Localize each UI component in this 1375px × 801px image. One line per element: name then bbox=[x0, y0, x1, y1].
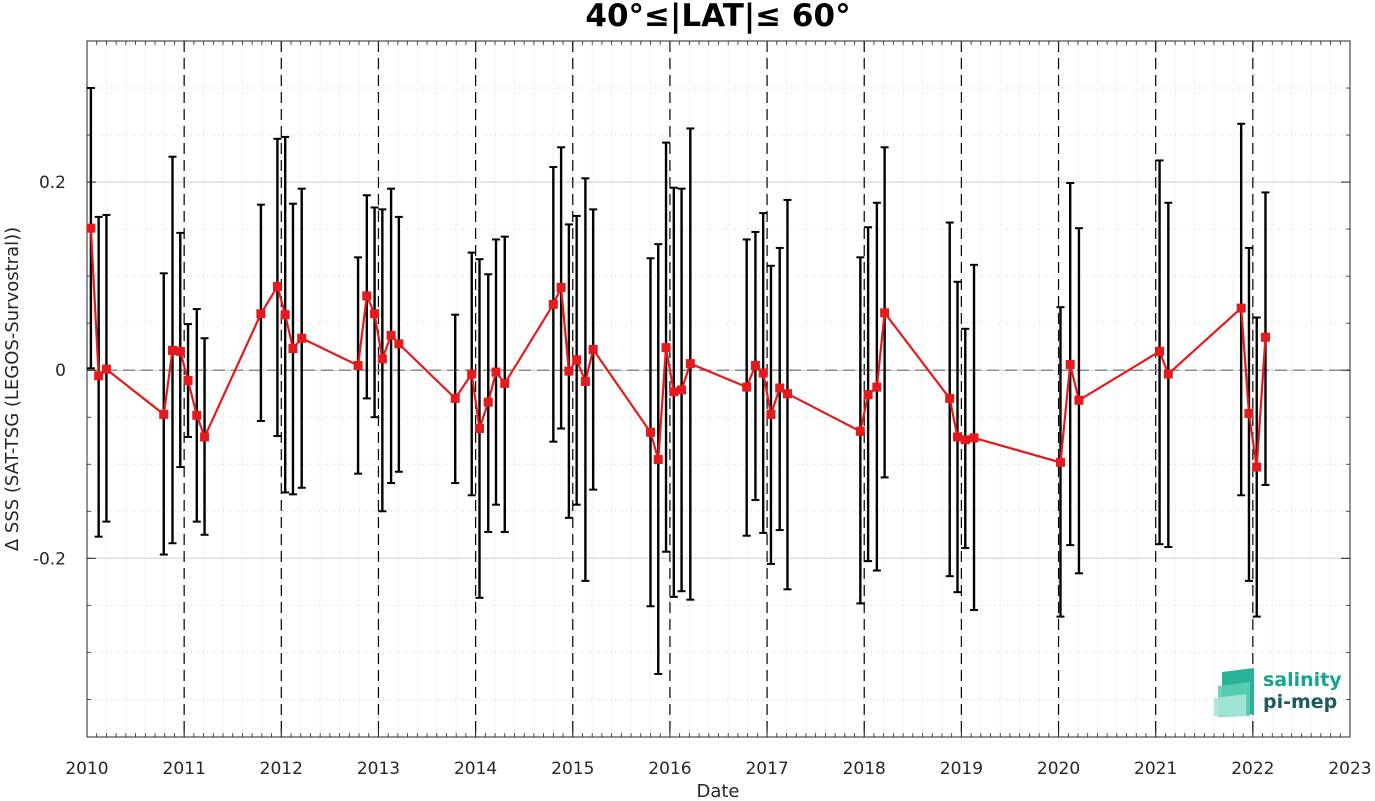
data-point-marker bbox=[1163, 369, 1173, 379]
data-point-marker bbox=[183, 376, 193, 386]
data-point-marker bbox=[1065, 360, 1075, 370]
data-point-marker bbox=[960, 435, 970, 445]
x-tick-label: 2023 bbox=[1328, 759, 1371, 779]
data-point-marker bbox=[580, 376, 590, 386]
data-point-marker bbox=[742, 382, 752, 392]
data-point-marker bbox=[159, 409, 169, 419]
logo-text-pi-mep: pi-mep bbox=[1263, 691, 1337, 713]
data-point-marker bbox=[370, 309, 380, 319]
data-point-marker bbox=[945, 393, 955, 403]
x-axis-label: Date bbox=[696, 781, 739, 801]
data-point-marker bbox=[653, 455, 663, 465]
data-point-marker bbox=[572, 355, 582, 365]
x-tick-label: 2012 bbox=[260, 759, 303, 779]
data-point-marker bbox=[475, 424, 485, 434]
x-tick-label: 2018 bbox=[843, 759, 886, 779]
data-point-marker bbox=[394, 339, 404, 349]
data-point-marker bbox=[564, 366, 574, 376]
data-point-marker bbox=[167, 345, 177, 355]
data-point-marker bbox=[1244, 408, 1254, 418]
data-point-marker bbox=[192, 410, 202, 420]
x-tick-label: 2010 bbox=[65, 759, 108, 779]
x-tick-label: 2016 bbox=[648, 759, 691, 779]
data-point-marker bbox=[872, 382, 882, 392]
data-point-marker bbox=[297, 333, 307, 343]
data-point-marker bbox=[175, 346, 185, 356]
data-point-marker bbox=[1260, 332, 1270, 342]
data-point-marker bbox=[101, 364, 111, 374]
data-point-marker bbox=[1236, 303, 1246, 313]
data-point-marker bbox=[386, 330, 396, 340]
data-point-marker bbox=[86, 223, 96, 233]
data-point-marker bbox=[855, 426, 865, 436]
data-point-marker bbox=[969, 433, 979, 443]
data-point-marker bbox=[863, 390, 873, 400]
data-point-marker bbox=[1074, 395, 1084, 405]
y-tick-label: 0.2 bbox=[39, 173, 66, 193]
data-point-marker bbox=[766, 409, 776, 419]
data-point-marker bbox=[782, 389, 792, 399]
y-tick-label: -0.2 bbox=[33, 549, 66, 569]
data-point-marker bbox=[362, 291, 372, 301]
x-tick-label: 2021 bbox=[1134, 759, 1177, 779]
data-point-marker bbox=[750, 360, 760, 370]
x-tick-label: 2015 bbox=[551, 759, 594, 779]
data-point-marker bbox=[645, 427, 655, 437]
data-point-marker bbox=[1055, 457, 1065, 467]
data-point-marker bbox=[677, 385, 687, 395]
data-point-marker bbox=[880, 308, 890, 318]
x-tick-label: 2014 bbox=[454, 759, 497, 779]
data-point-marker bbox=[1252, 462, 1262, 472]
data-point-marker bbox=[377, 354, 387, 364]
data-point-marker bbox=[272, 281, 282, 291]
data-point-marker bbox=[467, 369, 477, 379]
data-point-marker bbox=[500, 378, 510, 388]
x-tick-label: 2019 bbox=[940, 759, 983, 779]
data-point-marker bbox=[200, 432, 210, 442]
data-point-marker bbox=[758, 368, 768, 378]
data-point-marker bbox=[588, 344, 598, 354]
logo-text-salinity: salinity bbox=[1263, 669, 1342, 691]
data-point-marker bbox=[548, 299, 558, 309]
data-point-marker bbox=[952, 432, 962, 442]
data-point-marker bbox=[288, 344, 298, 354]
x-tick-label: 2017 bbox=[745, 759, 788, 779]
y-axis-label: Δ SSS (SAT-TSG (LEGOS-Survostral)) bbox=[2, 227, 23, 551]
x-tick-label: 2022 bbox=[1231, 759, 1274, 779]
y-tick-label: 0 bbox=[55, 361, 66, 381]
data-point-marker bbox=[256, 309, 266, 319]
salinity-pi-mep-logo: salinity pi-mep bbox=[1214, 668, 1342, 717]
data-point-marker bbox=[450, 393, 460, 403]
data-point-marker bbox=[353, 360, 363, 370]
x-tick-label: 2011 bbox=[163, 759, 206, 779]
data-point-marker bbox=[94, 371, 104, 381]
data-point-marker bbox=[661, 343, 671, 353]
data-point-marker bbox=[775, 383, 785, 393]
data-point-marker bbox=[669, 387, 679, 397]
x-tick-label: 2020 bbox=[1037, 759, 1080, 779]
data-point-marker bbox=[1155, 346, 1165, 356]
data-point-marker bbox=[483, 397, 493, 407]
x-tick-label: 2013 bbox=[357, 759, 400, 779]
data-point-marker bbox=[685, 359, 695, 369]
data-point-marker bbox=[491, 367, 501, 377]
data-point-marker bbox=[280, 310, 290, 320]
data-point-marker bbox=[556, 282, 566, 292]
chart-title: 40°≤|LAT|≤ 60° bbox=[585, 0, 850, 34]
logo-wave-icon bbox=[1214, 668, 1254, 717]
